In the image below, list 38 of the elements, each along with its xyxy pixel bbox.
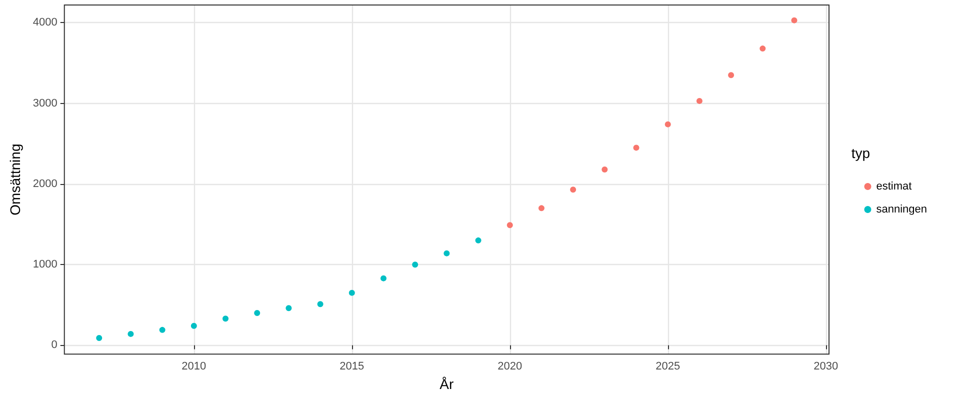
y-axis-title: Omsättning xyxy=(7,144,23,216)
y-tick-label: 3000 xyxy=(32,97,58,110)
y-tick-label: 4000 xyxy=(32,16,58,29)
point xyxy=(128,330,134,337)
x-tick-label: 2030 xyxy=(814,360,838,373)
point xyxy=(664,121,671,128)
point xyxy=(412,262,418,268)
legend-label: estimat xyxy=(876,180,912,192)
x-tick-label: 2025 xyxy=(656,360,680,373)
legend-title: typ xyxy=(851,145,870,161)
point xyxy=(254,310,260,316)
point xyxy=(475,237,482,244)
point xyxy=(791,17,798,24)
point xyxy=(728,72,734,78)
y-tick-label: 0 xyxy=(51,339,58,352)
x-tick-label: 2020 xyxy=(498,360,522,373)
x-tick-label: 2015 xyxy=(340,360,364,373)
point xyxy=(317,301,324,308)
y-tick-label: 1000 xyxy=(32,258,58,271)
y-tick-label: 2000 xyxy=(32,178,58,190)
point xyxy=(222,316,229,322)
point xyxy=(96,334,102,341)
point xyxy=(506,222,513,228)
point xyxy=(159,326,166,333)
point xyxy=(538,205,544,212)
point xyxy=(696,98,702,104)
point xyxy=(633,144,640,151)
point xyxy=(380,275,386,282)
point xyxy=(570,186,576,193)
legend-label: sanningen xyxy=(876,204,928,216)
x-tick-label: 2010 xyxy=(182,360,206,373)
point xyxy=(602,166,608,172)
point xyxy=(348,290,355,296)
point xyxy=(444,250,450,256)
x-axis-title: År xyxy=(440,376,454,392)
point xyxy=(286,305,292,312)
point xyxy=(760,46,766,52)
point xyxy=(190,322,197,329)
